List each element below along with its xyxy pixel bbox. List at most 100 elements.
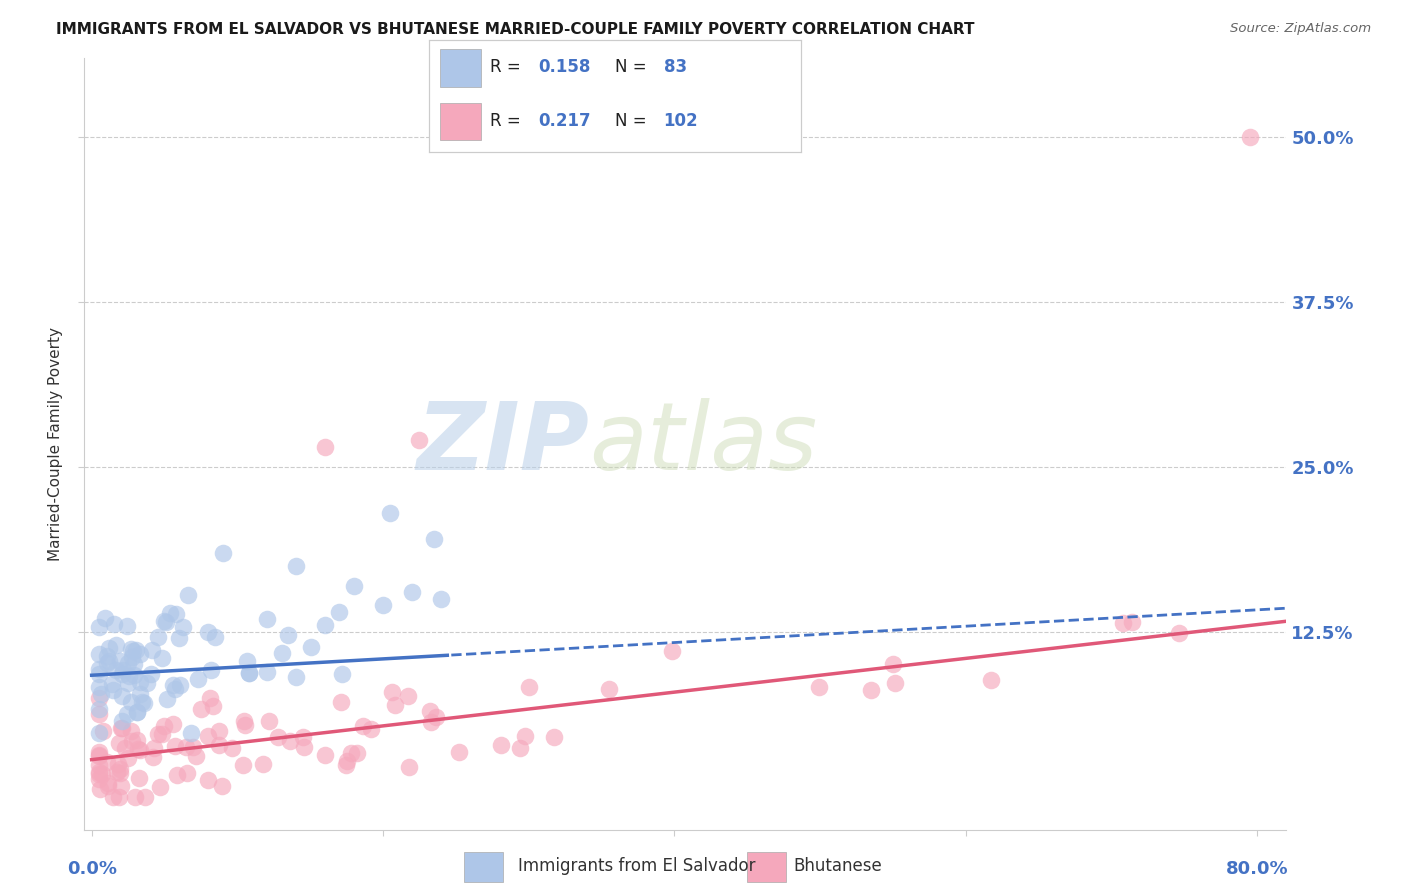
Text: N =: N =: [616, 59, 652, 77]
Point: [87, 767, 110, 781]
Text: 0.217: 0.217: [538, 112, 592, 130]
Point: [339, 746, 361, 760]
Point: [236, 654, 259, 668]
Point: [97, 654, 120, 668]
Point: [330, 666, 353, 681]
Point: [181, 739, 204, 754]
Point: [299, 640, 322, 654]
Point: [143, 741, 166, 756]
Point: [87, 680, 110, 694]
Text: Bhutanese: Bhutanese: [793, 857, 883, 875]
Point: [256, 665, 278, 679]
Point: [343, 578, 366, 592]
Point: [97, 776, 120, 790]
Point: [163, 682, 186, 697]
Text: N =: N =: [616, 112, 652, 130]
Point: [884, 676, 907, 690]
Point: [89, 782, 111, 797]
Point: [104, 663, 127, 677]
Text: R =: R =: [491, 59, 526, 77]
Point: [292, 740, 315, 755]
Point: [491, 739, 513, 753]
Point: [396, 689, 419, 703]
Point: [598, 681, 620, 696]
Point: [156, 692, 179, 706]
Point: [110, 763, 132, 777]
Point: [201, 698, 224, 713]
Point: [314, 440, 336, 454]
Point: [134, 789, 156, 804]
Point: [278, 734, 301, 748]
Point: [1121, 615, 1143, 629]
Point: [335, 757, 357, 772]
Point: [515, 730, 537, 744]
Point: [118, 669, 141, 683]
Point: [129, 647, 152, 661]
Point: [90, 687, 112, 701]
Point: [125, 705, 148, 719]
Point: [159, 606, 181, 620]
Point: [108, 654, 131, 668]
Point: [882, 657, 904, 671]
Point: [267, 730, 290, 744]
Point: [233, 718, 256, 732]
Point: [860, 682, 883, 697]
Point: [200, 664, 222, 678]
Point: [360, 722, 382, 736]
Point: [112, 663, 135, 677]
Point: [197, 624, 219, 639]
Point: [187, 672, 209, 686]
Point: [204, 630, 226, 644]
FancyBboxPatch shape: [440, 103, 481, 140]
Point: [172, 620, 194, 634]
Point: [142, 750, 165, 764]
Point: [543, 730, 565, 744]
Point: [139, 667, 162, 681]
Point: [284, 558, 307, 573]
Point: [122, 644, 145, 658]
Point: [111, 714, 134, 728]
Point: [105, 764, 128, 779]
Point: [233, 714, 256, 728]
Point: [132, 696, 155, 710]
Point: [163, 739, 186, 754]
Point: [398, 760, 420, 774]
Point: [381, 684, 404, 698]
Point: [284, 670, 307, 684]
Point: [1168, 626, 1191, 640]
Point: [336, 754, 359, 768]
Point: [384, 698, 406, 713]
Point: [148, 727, 170, 741]
Point: [129, 742, 152, 756]
Point: [87, 706, 110, 721]
Point: [352, 719, 374, 733]
Point: [110, 721, 132, 735]
Point: [87, 667, 110, 681]
Point: [101, 677, 124, 691]
Point: [176, 765, 198, 780]
Point: [129, 687, 152, 701]
Point: [87, 726, 110, 740]
Point: [270, 646, 292, 660]
Point: [108, 789, 131, 804]
Point: [115, 706, 138, 721]
Point: [87, 702, 110, 716]
Point: [117, 657, 139, 671]
Point: [93, 611, 115, 625]
Point: [419, 704, 441, 718]
Point: [330, 694, 353, 708]
Point: [155, 615, 177, 629]
Point: [96, 657, 118, 671]
Point: [87, 764, 110, 779]
Point: [120, 641, 142, 656]
Point: [111, 722, 134, 736]
Point: [165, 607, 187, 622]
Point: [131, 695, 153, 709]
Point: [174, 739, 197, 754]
Point: [103, 617, 125, 632]
Point: [96, 649, 118, 664]
Point: [807, 680, 830, 694]
Point: [425, 710, 447, 724]
Point: [87, 662, 110, 676]
Point: [121, 733, 143, 747]
